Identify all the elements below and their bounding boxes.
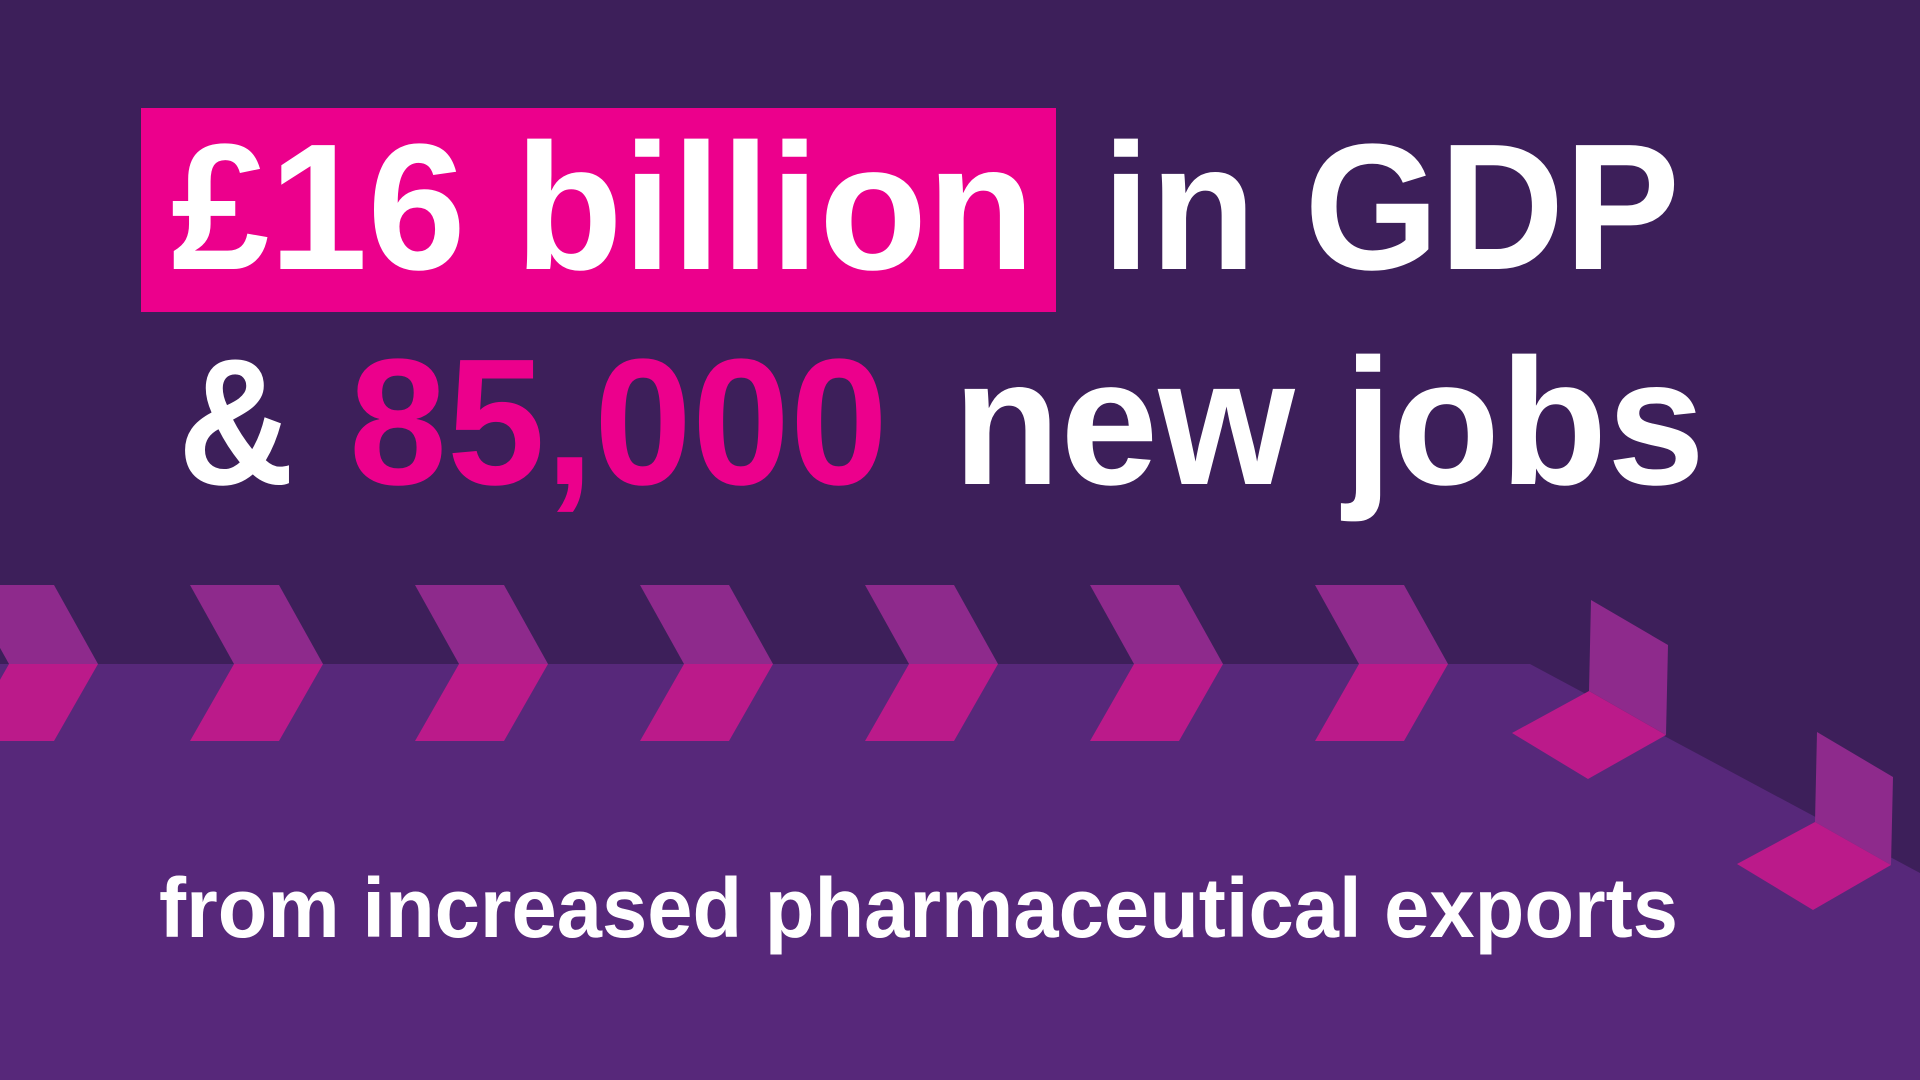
- chevron-upper: [1315, 585, 1448, 664]
- chevron-upper: [865, 585, 998, 664]
- box-floor: [1737, 822, 1891, 910]
- chevron-lower: [190, 664, 323, 741]
- chevron-lower: [640, 664, 773, 741]
- highlight-box: [141, 108, 1056, 312]
- background-band: [0, 664, 1920, 1080]
- chevron-row: [0, 585, 1448, 741]
- chevron-lower: [415, 664, 548, 741]
- chevron-lower: [1315, 664, 1448, 741]
- box-wall: [1589, 600, 1668, 735]
- box-shape-1: [1512, 600, 1668, 779]
- headline-line1-rest: in GDP: [1102, 107, 1680, 308]
- headline-line2-rest: new jobs: [953, 322, 1705, 523]
- box-floor: [1512, 691, 1666, 779]
- chevron-upper: [1090, 585, 1223, 664]
- chevron-lower: [0, 664, 98, 741]
- chevron-upper: [190, 585, 323, 664]
- chevron-lower: [865, 664, 998, 741]
- subtitle: from increased pharmaceutical exports: [159, 861, 1678, 955]
- box-shape-2: [1737, 732, 1893, 910]
- jobs-number: 85,000: [349, 322, 888, 523]
- headline-highlight: £16 billion: [171, 107, 1035, 308]
- chevron-upper: [640, 585, 773, 664]
- chevron-upper: [415, 585, 548, 664]
- box-wall: [1815, 732, 1893, 865]
- headline-ampersand: &: [178, 322, 294, 523]
- chevron-lower: [1090, 664, 1223, 741]
- chevron-upper: [0, 585, 98, 664]
